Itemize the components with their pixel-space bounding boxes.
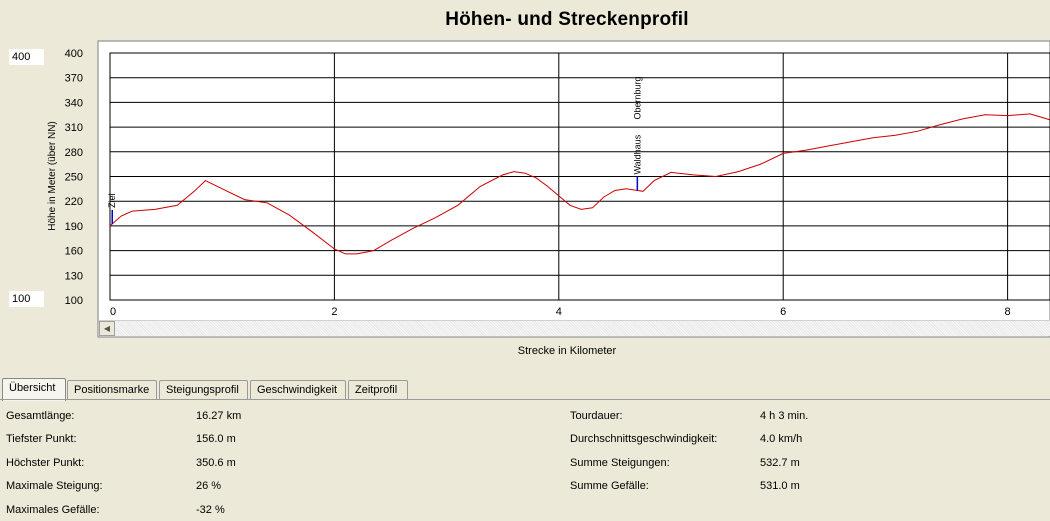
y-tick-label: 340 — [65, 97, 83, 109]
stat-label: Höchster Punkt: — [6, 457, 85, 469]
scroll-left-icon[interactable]: ◀ — [99, 321, 115, 336]
tab-positionsmarke[interactable]: Positionsmarke — [67, 380, 157, 399]
y-tick-label: 160 — [65, 246, 83, 258]
tab-zeitprofil[interactable]: Zeitprofil — [348, 380, 408, 399]
stat-label: Tiefster Punkt: — [6, 433, 77, 445]
y-tick-label: 130 — [65, 270, 83, 282]
tab-steigungsprofil[interactable]: Steigungsprofil — [159, 380, 248, 399]
waypoint-label: Ziel — [107, 193, 117, 208]
stat-value: 26 % — [196, 480, 222, 492]
stat-value: -32 % — [196, 504, 225, 516]
stat-value: 4 h 3 min. — [760, 410, 809, 422]
y-tick-label: 100 — [65, 295, 83, 307]
horizontal-scrollbar[interactable]: ◀ — [99, 320, 1050, 336]
x-tick-label: 2 — [331, 306, 337, 318]
stat-label: Summe Steigungen: — [570, 457, 670, 469]
y-tick-label: 310 — [65, 122, 83, 134]
tab-uebersicht[interactable]: Übersicht — [2, 378, 66, 401]
y-tick-label: 370 — [65, 73, 83, 85]
y-min-input[interactable]: 100 — [9, 291, 44, 307]
y-tick-label: 250 — [65, 172, 83, 184]
stat-label: Gesamtlänge: — [6, 410, 75, 422]
stat-value: 156.0 m — [196, 433, 236, 445]
page-title: Höhen- und Streckenprofil — [445, 9, 689, 30]
tab-geschwindigkeit[interactable]: Geschwindigkeit — [250, 380, 346, 399]
stat-value: 531.0 m — [760, 480, 800, 492]
tab-divider — [0, 399, 1050, 400]
waypoint-label: Waldhaus — [632, 134, 642, 174]
waypoint-label: Obernburg — [632, 76, 642, 119]
y-tick-label: 190 — [65, 221, 83, 233]
x-tick-label: 8 — [1005, 306, 1011, 318]
y-max-input[interactable]: 400 — [9, 49, 44, 65]
stat-label: Maximale Steigung: — [6, 480, 103, 492]
stat-value: 532.7 m — [760, 457, 800, 469]
stat-value: 350.6 m — [196, 457, 236, 469]
stat-value: 16.27 km — [196, 410, 242, 422]
stat-label: Durchschnittsgeschwindigkeit: — [570, 433, 718, 445]
x-tick-label: 0 — [110, 306, 116, 318]
x-tick-label: 6 — [780, 306, 786, 318]
y-tick-label: 400 — [65, 48, 83, 60]
y-axis-label: Höhe in Meter (über NN) — [47, 121, 58, 230]
elevation-chart: 1001301601902202502803103403704000246810… — [47, 40, 1050, 338]
stat-value: 4.0 km/h — [760, 433, 803, 445]
x-axis-label: Strecke in Kilometer — [517, 345, 617, 357]
tab-bar: Übersicht Positionsmarke Steigungsprofil… — [0, 378, 1050, 401]
stat-label: Maximales Gefälle: — [6, 504, 100, 516]
x-tick-label: 4 — [556, 306, 562, 318]
y-tick-label: 280 — [65, 147, 83, 159]
elevation-line — [109, 113, 1050, 255]
y-tick-label: 220 — [65, 196, 83, 208]
stat-label: Summe Gefälle: — [570, 480, 649, 492]
stat-label: Tourdauer: — [570, 410, 623, 422]
